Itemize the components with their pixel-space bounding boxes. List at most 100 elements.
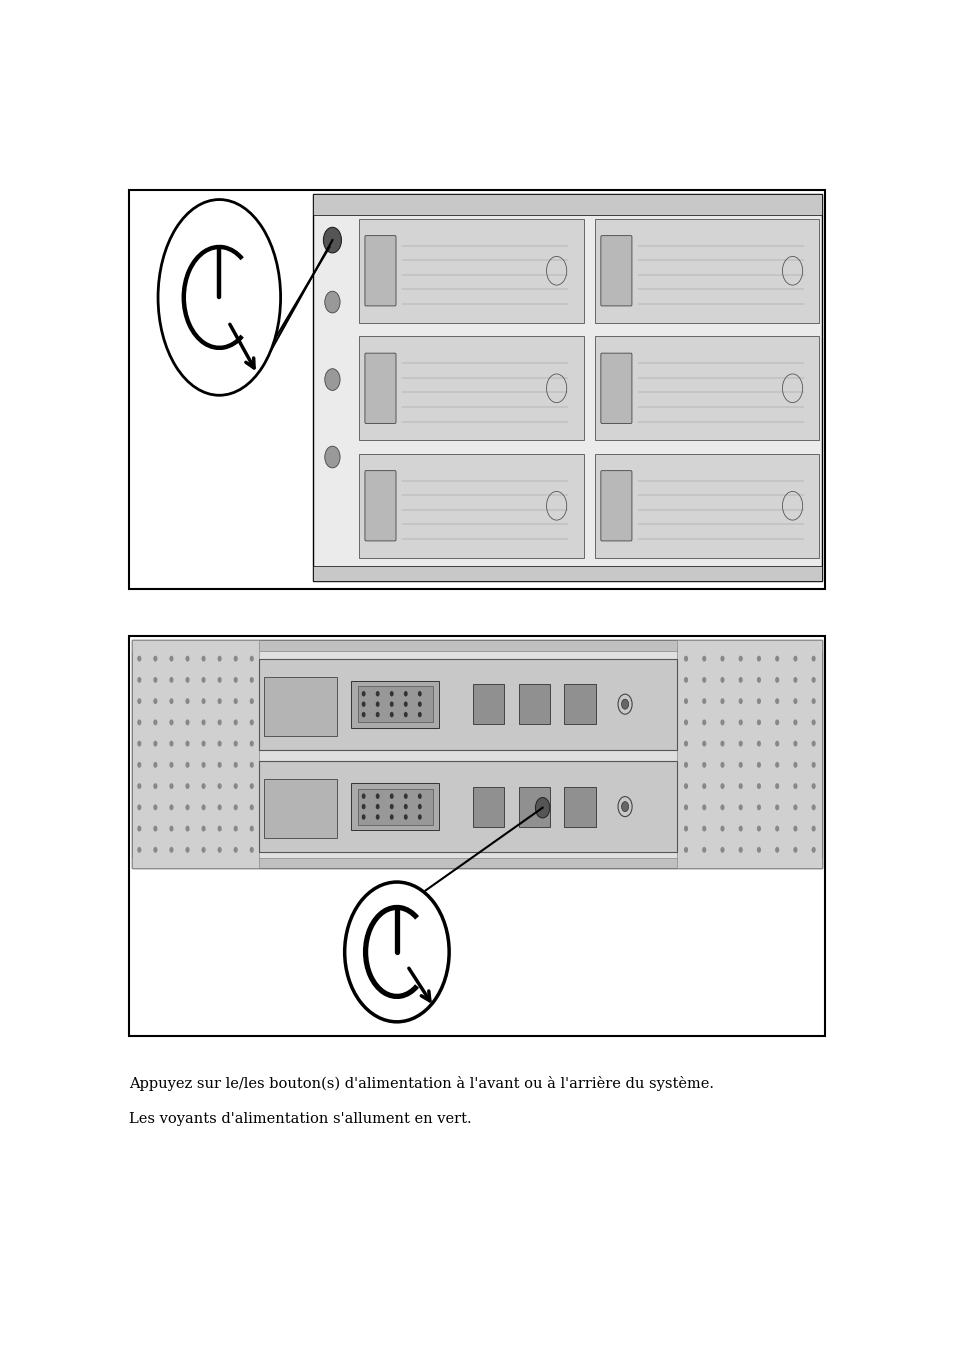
Circle shape bbox=[170, 804, 173, 810]
Circle shape bbox=[720, 655, 723, 662]
Circle shape bbox=[701, 655, 705, 662]
FancyBboxPatch shape bbox=[600, 471, 631, 540]
Circle shape bbox=[375, 793, 379, 799]
FancyBboxPatch shape bbox=[132, 858, 821, 868]
Circle shape bbox=[390, 804, 394, 810]
Circle shape bbox=[793, 846, 797, 853]
Circle shape bbox=[217, 699, 221, 704]
FancyBboxPatch shape bbox=[564, 787, 596, 827]
Circle shape bbox=[153, 804, 157, 810]
Circle shape bbox=[390, 814, 394, 819]
Circle shape bbox=[417, 701, 421, 707]
Circle shape bbox=[720, 846, 723, 853]
FancyBboxPatch shape bbox=[595, 336, 819, 440]
FancyBboxPatch shape bbox=[600, 353, 631, 424]
FancyBboxPatch shape bbox=[351, 681, 438, 728]
Circle shape bbox=[621, 802, 628, 811]
FancyBboxPatch shape bbox=[677, 640, 821, 868]
Circle shape bbox=[793, 699, 797, 704]
Circle shape bbox=[153, 783, 157, 789]
Circle shape bbox=[720, 699, 723, 704]
Circle shape bbox=[185, 655, 190, 662]
Circle shape bbox=[137, 826, 141, 831]
Circle shape bbox=[793, 783, 797, 789]
Circle shape bbox=[170, 846, 173, 853]
Circle shape bbox=[683, 804, 687, 810]
Circle shape bbox=[793, 677, 797, 682]
FancyBboxPatch shape bbox=[600, 236, 631, 306]
Circle shape bbox=[201, 826, 206, 831]
Circle shape bbox=[185, 783, 190, 789]
Circle shape bbox=[683, 826, 687, 831]
Circle shape bbox=[324, 447, 339, 468]
Circle shape bbox=[361, 814, 365, 819]
Circle shape bbox=[375, 712, 379, 718]
FancyBboxPatch shape bbox=[313, 566, 821, 581]
FancyBboxPatch shape bbox=[358, 454, 583, 558]
Circle shape bbox=[185, 762, 190, 768]
Circle shape bbox=[153, 762, 157, 768]
Circle shape bbox=[774, 741, 779, 746]
FancyBboxPatch shape bbox=[129, 636, 824, 1036]
Circle shape bbox=[774, 699, 779, 704]
Circle shape bbox=[811, 804, 815, 810]
Circle shape bbox=[153, 677, 157, 682]
Circle shape bbox=[137, 846, 141, 853]
Circle shape bbox=[217, 677, 221, 682]
Circle shape bbox=[403, 691, 407, 696]
Circle shape bbox=[217, 783, 221, 789]
Circle shape bbox=[390, 691, 394, 696]
Circle shape bbox=[720, 677, 723, 682]
Circle shape bbox=[170, 699, 173, 704]
Circle shape bbox=[201, 741, 206, 746]
Circle shape bbox=[217, 741, 221, 746]
FancyBboxPatch shape bbox=[365, 236, 395, 306]
Circle shape bbox=[811, 762, 815, 768]
Circle shape bbox=[217, 826, 221, 831]
FancyBboxPatch shape bbox=[357, 686, 433, 722]
Circle shape bbox=[756, 804, 760, 810]
FancyBboxPatch shape bbox=[132, 640, 259, 868]
Circle shape bbox=[774, 846, 779, 853]
Circle shape bbox=[201, 677, 206, 682]
Circle shape bbox=[233, 762, 237, 768]
Circle shape bbox=[153, 655, 157, 662]
Circle shape bbox=[756, 783, 760, 789]
Circle shape bbox=[793, 762, 797, 768]
Circle shape bbox=[250, 826, 253, 831]
Circle shape bbox=[153, 846, 157, 853]
Circle shape bbox=[738, 762, 742, 768]
Circle shape bbox=[185, 804, 190, 810]
Circle shape bbox=[756, 762, 760, 768]
FancyBboxPatch shape bbox=[595, 454, 819, 558]
Circle shape bbox=[153, 699, 157, 704]
Circle shape bbox=[361, 712, 365, 718]
Circle shape bbox=[774, 677, 779, 682]
Circle shape bbox=[361, 804, 365, 810]
Circle shape bbox=[738, 677, 742, 682]
Circle shape bbox=[201, 699, 206, 704]
Circle shape bbox=[417, 804, 421, 810]
Circle shape bbox=[233, 783, 237, 789]
FancyBboxPatch shape bbox=[358, 219, 583, 322]
FancyBboxPatch shape bbox=[129, 190, 824, 589]
Circle shape bbox=[185, 846, 190, 853]
Circle shape bbox=[201, 762, 206, 768]
Ellipse shape bbox=[158, 199, 280, 395]
Circle shape bbox=[375, 701, 379, 707]
FancyBboxPatch shape bbox=[365, 471, 395, 540]
Circle shape bbox=[170, 826, 173, 831]
Circle shape bbox=[701, 846, 705, 853]
Circle shape bbox=[811, 699, 815, 704]
Circle shape bbox=[701, 826, 705, 831]
Circle shape bbox=[683, 719, 687, 726]
Circle shape bbox=[137, 719, 141, 726]
Ellipse shape bbox=[344, 881, 449, 1022]
Circle shape bbox=[250, 741, 253, 746]
Circle shape bbox=[793, 804, 797, 810]
Circle shape bbox=[217, 762, 221, 768]
Circle shape bbox=[701, 762, 705, 768]
FancyBboxPatch shape bbox=[472, 787, 503, 827]
Circle shape bbox=[701, 741, 705, 746]
FancyBboxPatch shape bbox=[518, 787, 549, 827]
